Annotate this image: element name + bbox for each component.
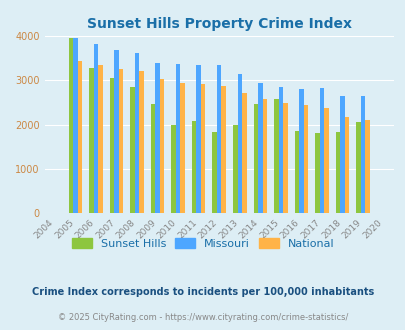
Bar — [262, 99, 266, 213]
Title: Sunset Hills Property Crime Index: Sunset Hills Property Crime Index — [87, 17, 351, 31]
Bar — [155, 63, 160, 213]
Bar — [151, 104, 155, 213]
Bar — [319, 88, 324, 213]
Bar — [237, 74, 241, 213]
Bar — [344, 117, 348, 213]
Bar — [216, 65, 221, 213]
Bar — [200, 84, 205, 213]
Bar — [73, 38, 77, 213]
Text: Crime Index corresponds to incidents per 100,000 inhabitants: Crime Index corresponds to incidents per… — [32, 287, 373, 297]
Bar — [294, 131, 298, 213]
Bar — [94, 44, 98, 213]
Bar — [221, 86, 226, 213]
Bar — [253, 104, 258, 213]
Bar — [232, 124, 237, 213]
Bar — [171, 124, 175, 213]
Bar — [324, 108, 328, 213]
Bar — [175, 64, 180, 213]
Bar — [355, 122, 360, 213]
Bar — [335, 132, 339, 213]
Bar — [134, 53, 139, 213]
Bar — [241, 93, 246, 213]
Bar — [298, 89, 303, 213]
Bar — [360, 96, 364, 213]
Bar — [212, 132, 216, 213]
Bar — [192, 121, 196, 213]
Bar — [303, 105, 307, 213]
Bar — [180, 82, 185, 213]
Bar — [89, 68, 94, 213]
Text: © 2025 CityRating.com - https://www.cityrating.com/crime-statistics/: © 2025 CityRating.com - https://www.city… — [58, 313, 347, 322]
Legend: Sunset Hills, Missouri, National: Sunset Hills, Missouri, National — [67, 234, 338, 253]
Bar — [98, 65, 102, 213]
Bar — [364, 120, 369, 213]
Bar — [258, 83, 262, 213]
Bar — [109, 78, 114, 213]
Bar — [273, 99, 278, 213]
Bar — [139, 71, 143, 213]
Bar — [339, 96, 344, 213]
Bar — [114, 50, 119, 213]
Bar — [130, 87, 134, 213]
Bar — [278, 86, 282, 213]
Bar — [68, 38, 73, 213]
Bar — [119, 69, 123, 213]
Bar — [314, 133, 319, 213]
Bar — [77, 61, 82, 213]
Bar — [282, 103, 287, 213]
Bar — [160, 79, 164, 213]
Bar — [196, 65, 200, 213]
